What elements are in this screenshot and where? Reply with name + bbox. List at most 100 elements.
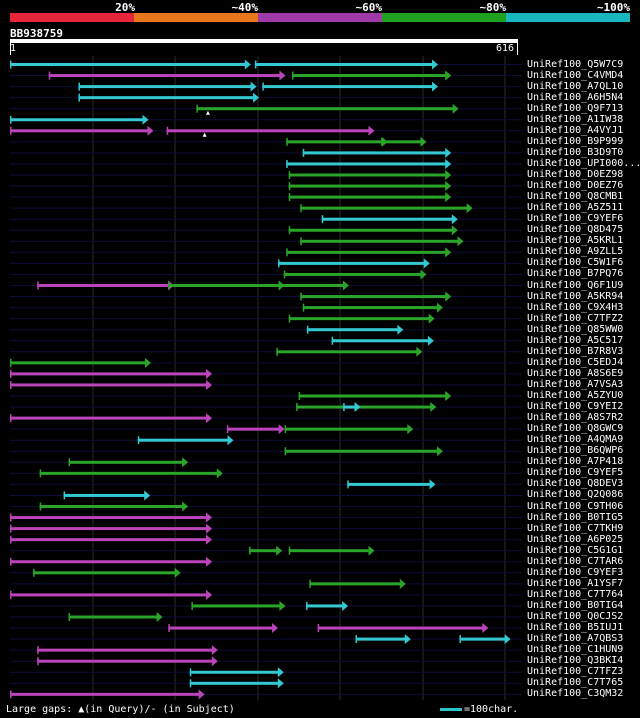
hit-segment[interactable] [309,578,406,589]
hit-label[interactable]: UniRef100_Q2Q086 [527,489,624,501]
hit-label[interactable]: UniRef100_C7TKH9 [527,522,624,534]
hit-label[interactable]: UniRef100_A4VYJ1 [527,124,624,136]
hit-segment[interactable] [33,567,181,578]
hit-segment[interactable] [48,70,286,81]
hit-label[interactable]: UniRef100_A5C517 [527,334,624,346]
hit-segment[interactable] [189,667,284,678]
hit-label[interactable]: UniRef100_B9P999 [527,135,624,147]
hit-segment[interactable] [343,402,361,413]
hit-label[interactable]: UniRef100_A6H5N4 [527,91,624,103]
hit-segment[interactable] [39,501,189,512]
hit-segment[interactable] [196,103,459,114]
hit-label[interactable]: UniRef100_Q9F713 [527,102,624,114]
hit-segment[interactable] [37,280,175,291]
hit-segment[interactable] [137,435,234,446]
hit-label[interactable]: UniRef100_Q5W7C9 [527,58,624,70]
hit-segment[interactable] [278,258,430,269]
hit-segment[interactable] [254,59,439,70]
hit-segment[interactable] [63,490,151,501]
hit-segment[interactable] [39,468,223,479]
hit-label[interactable]: UniRef100_C7T765 [527,677,624,689]
hit-label[interactable]: UniRef100_A5ZYU0 [527,390,624,401]
hit-label[interactable]: UniRef100_C9YEF5 [527,467,624,479]
hit-label[interactable]: UniRef100_A5KRL1 [527,235,624,247]
hit-label[interactable]: UniRef100_Q8D475 [527,224,624,236]
hit-segment[interactable] [284,446,443,457]
hit-label[interactable]: UniRef100_C7TFZ3 [527,666,624,678]
hit-segment[interactable] [331,335,434,346]
hit-label[interactable]: UniRef100_A1YSF7 [527,577,624,589]
hit-segment[interactable] [10,114,149,125]
hit-segment[interactable] [168,623,279,634]
hit-label[interactable]: UniRef100_C9X4H3 [527,301,624,313]
hit-label[interactable]: UniRef100_C5EDJ4 [527,356,624,368]
hit-label[interactable]: UniRef100_A1IW38 [527,113,624,125]
hit-label[interactable]: UniRef100_Q0CJS2 [527,611,624,622]
hit-label[interactable]: UniRef100_A4QMA9 [527,434,624,446]
hit-label[interactable]: UniRef100_C7TFZ2 [527,312,624,324]
hit-label[interactable]: UniRef100_B6QWP6 [527,445,624,457]
hit-label[interactable]: UniRef100_B7R8V3 [527,345,624,357]
hit-segment[interactable] [10,368,213,379]
hit-segment[interactable] [288,545,375,556]
hit-label[interactable]: UniRef100_Q8CMB1 [527,191,624,203]
hit-label[interactable]: UniRef100_Q3BKI4 [527,655,624,667]
hit-segment[interactable] [283,269,427,280]
hit-label[interactable]: UniRef100_Q8GWC9 [527,423,624,435]
hit-label[interactable]: UniRef100_Q8DEV3 [527,478,624,490]
hit-segment[interactable] [317,623,489,634]
hit-segment[interactable] [302,302,443,313]
hit-label[interactable]: UniRef100_A7QBS3 [527,633,624,645]
hit-segment[interactable] [37,645,218,656]
hit-label[interactable]: UniRef100_A8S7R2 [527,412,624,424]
hit-label[interactable]: UniRef100_Q85WW0 [527,323,624,335]
hit-segment[interactable] [300,236,464,247]
hit-label[interactable]: UniRef100_A7QL10 [527,80,624,92]
hit-segment[interactable] [306,600,349,611]
hit-segment[interactable] [10,125,154,136]
hit-label[interactable]: UniRef100_C9YEF6 [527,213,624,225]
hit-label[interactable]: UniRef100_A6P025 [527,533,624,545]
hit-label[interactable]: UniRef100_C4VMD4 [527,69,624,81]
hit-segment[interactable] [306,324,404,335]
hit-label[interactable]: UniRef100_D0EZ98 [527,169,624,180]
hit-label[interactable]: UniRef100_UPI000... [527,157,640,169]
hit-segment[interactable] [78,92,260,103]
hit-label[interactable]: UniRef100_Q6F1U9 [527,279,624,291]
hit-label[interactable]: UniRef100_A9ZLL5 [527,246,624,258]
hit-segment[interactable] [10,59,251,70]
hit-segment[interactable] [300,203,473,214]
hit-segment[interactable] [10,512,213,523]
hit-segment[interactable] [78,81,257,92]
hit-segment[interactable] [10,689,205,700]
hit-label[interactable]: UniRef100_C9YEI2 [527,401,624,413]
hit-segment[interactable] [278,280,349,291]
hit-label[interactable]: UniRef100_C7T764 [527,588,624,600]
hit-segment[interactable] [37,656,218,667]
hit-segment[interactable] [226,424,285,435]
hit-segment[interactable] [10,357,152,368]
hit-segment[interactable] [288,225,458,236]
hit-segment[interactable] [302,147,452,158]
hit-segment[interactable] [276,346,423,357]
hit-segment[interactable] [381,136,427,147]
hit-segment[interactable] [189,678,284,689]
hit-segment[interactable] [284,424,414,435]
hit-segment[interactable] [286,247,452,258]
hit-label[interactable]: UniRef100_C5G1G1 [527,544,624,556]
hit-label[interactable]: UniRef100_A5KR94 [527,290,624,302]
hit-segment[interactable] [249,545,283,556]
hit-segment[interactable] [288,181,452,192]
hit-label[interactable]: UniRef100_C1HUN9 [527,644,624,656]
hit-label[interactable]: UniRef100_B0TIG4 [527,599,624,611]
hit-segment[interactable] [10,556,213,567]
hit-label[interactable]: UniRef100_D0EZ76 [527,180,624,192]
hit-label[interactable]: UniRef100_B3D9T0 [527,146,624,158]
hit-segment[interactable] [288,192,452,203]
hit-segment[interactable] [296,402,437,413]
hit-label[interactable]: UniRef100_A7P418 [527,456,624,468]
hit-segment[interactable] [10,523,213,534]
hit-label[interactable]: UniRef100_A5Z511 [527,202,624,214]
hit-segment[interactable] [10,534,213,545]
hit-segment[interactable] [298,391,452,401]
